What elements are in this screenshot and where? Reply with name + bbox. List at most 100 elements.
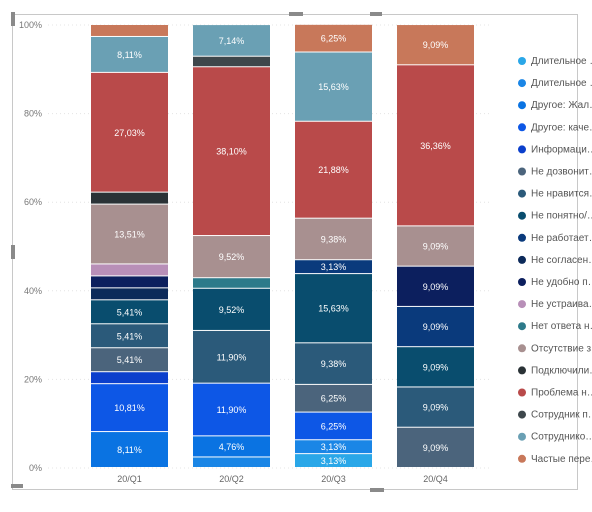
bar-segment[interactable] <box>295 218 372 260</box>
bar-segment[interactable] <box>397 226 474 266</box>
legend-label: Другое: Жал… <box>531 100 592 111</box>
data-label: 15,63% <box>318 82 349 92</box>
data-label: 5,41% <box>117 331 143 341</box>
bar-segment[interactable] <box>397 25 474 65</box>
bar-segment[interactable] <box>91 372 168 384</box>
legend-label: Информаци… <box>531 143 592 155</box>
bar-segment[interactable] <box>193 330 270 383</box>
legend-item[interactable]: Длительное … <box>518 78 592 89</box>
bar-segment[interactable] <box>295 454 372 467</box>
bar-segment[interactable] <box>193 25 270 56</box>
bar-segment[interactable] <box>91 276 168 288</box>
data-label: 9,38% <box>321 234 347 244</box>
legend-label: Подключили… <box>531 365 592 376</box>
resize-handle-top-left[interactable] <box>11 12 15 26</box>
legend-item[interactable]: Сотрудник п… <box>518 410 592 421</box>
data-label: 6,25% <box>321 421 347 431</box>
data-label: 6,25% <box>321 34 347 44</box>
legend-item[interactable]: Не нравится… <box>518 189 592 200</box>
bar-segment[interactable] <box>295 260 372 274</box>
bar-segment[interactable] <box>91 432 168 467</box>
bar-segment[interactable] <box>91 192 168 204</box>
bar-segment[interactable] <box>91 36 168 72</box>
bar-segment[interactable] <box>295 343 372 384</box>
legend-label: Другое: каче… <box>531 122 592 133</box>
legend-marker <box>518 167 526 176</box>
bar-segment[interactable] <box>295 412 372 440</box>
legend-label: Не понятно/… <box>531 211 592 222</box>
bar-segment[interactable] <box>91 300 168 324</box>
bar-segment[interactable] <box>193 383 270 436</box>
bar-segment[interactable] <box>91 264 168 276</box>
data-label: 9,09% <box>423 362 449 372</box>
bar-segment[interactable] <box>193 56 270 67</box>
legend-item[interactable]: Сотруднико… <box>518 432 592 443</box>
bar-segment[interactable] <box>91 288 168 300</box>
resize-handle-top-right[interactable] <box>370 12 382 16</box>
data-label: 5,41% <box>117 307 143 317</box>
bar-segment[interactable] <box>397 347 474 387</box>
legend-marker <box>518 233 526 242</box>
bar-segment[interactable] <box>193 67 270 236</box>
bar-segment[interactable] <box>295 384 372 412</box>
y-tick-label: 80% <box>24 109 42 119</box>
data-label: 10,81% <box>114 403 145 413</box>
bar-segment[interactable] <box>91 25 168 36</box>
chart-legend: Длительное … Длительное … Другое: Жал… Друг… <box>518 56 592 465</box>
bar-segment[interactable] <box>295 440 372 454</box>
legend-marker <box>518 145 526 154</box>
resize-handle-left[interactable] <box>11 245 15 259</box>
y-tick-label: 40% <box>24 286 42 296</box>
bar-segment[interactable] <box>91 72 168 192</box>
legend-marker <box>518 189 526 198</box>
legend-item[interactable]: Не согласен… <box>518 255 592 266</box>
legend-item[interactable]: Отсутствие з… <box>518 343 592 354</box>
resize-handle-top[interactable] <box>289 12 303 16</box>
bar-segment[interactable] <box>91 204 168 264</box>
legend-label: Не нравится… <box>531 189 592 200</box>
data-label: 9,09% <box>423 282 449 292</box>
bar-segment[interactable] <box>91 384 168 432</box>
bar-segment[interactable] <box>295 52 372 121</box>
legend-item[interactable]: Не устраива… <box>518 299 592 310</box>
legend-marker <box>518 344 526 353</box>
bar-segment[interactable] <box>397 306 474 347</box>
bar-segment[interactable] <box>397 266 474 306</box>
legend-marker <box>518 101 526 110</box>
bar-segment[interactable] <box>295 121 372 218</box>
bar-segment[interactable] <box>193 278 270 288</box>
legend-item[interactable]: Не понятно/… <box>518 211 592 222</box>
legend-item[interactable]: Информаци… <box>518 143 592 155</box>
legend-item[interactable]: Другое: Жал… <box>518 100 592 111</box>
bar-segment[interactable] <box>193 457 270 467</box>
data-label: 36,36% <box>420 141 451 151</box>
legend-item[interactable]: Не работает… <box>518 232 592 244</box>
resize-handle-bottom-left[interactable] <box>11 484 23 488</box>
data-label: 9,52% <box>219 305 245 315</box>
legend-item[interactable]: Другое: каче… <box>518 122 592 133</box>
data-label: 3,13% <box>321 442 347 452</box>
bar-segment[interactable] <box>295 274 372 343</box>
resize-handle-bottom[interactable] <box>370 488 384 492</box>
legend-marker <box>518 211 526 220</box>
bar-segment[interactable] <box>397 427 474 467</box>
legend-item[interactable]: Длительное … <box>518 56 592 67</box>
legend-item[interactable]: Не удобно п… <box>518 276 592 288</box>
bar-segment[interactable] <box>397 387 474 427</box>
legend-item[interactable]: Частые пере… <box>518 454 592 465</box>
bar-segment[interactable] <box>193 288 270 330</box>
legend-marker <box>518 278 526 286</box>
bar-segment[interactable] <box>193 236 270 278</box>
legend-item[interactable]: Проблема н… <box>518 387 592 399</box>
bar-segment[interactable] <box>91 324 168 348</box>
bar-segment[interactable] <box>295 24 372 52</box>
bar-segment[interactable] <box>397 65 474 226</box>
legend-item[interactable]: Не дозвонит… <box>518 167 592 178</box>
legend-item[interactable]: Нет ответа н… <box>518 321 592 332</box>
bar-segment[interactable] <box>193 436 270 457</box>
legend-label: Не работает… <box>531 232 592 244</box>
legend-item[interactable]: Подключили… <box>518 365 592 376</box>
data-label: 3,13% <box>321 456 347 466</box>
bar-segment[interactable] <box>91 348 168 372</box>
x-tick-label: 20/Q2 <box>219 474 244 484</box>
